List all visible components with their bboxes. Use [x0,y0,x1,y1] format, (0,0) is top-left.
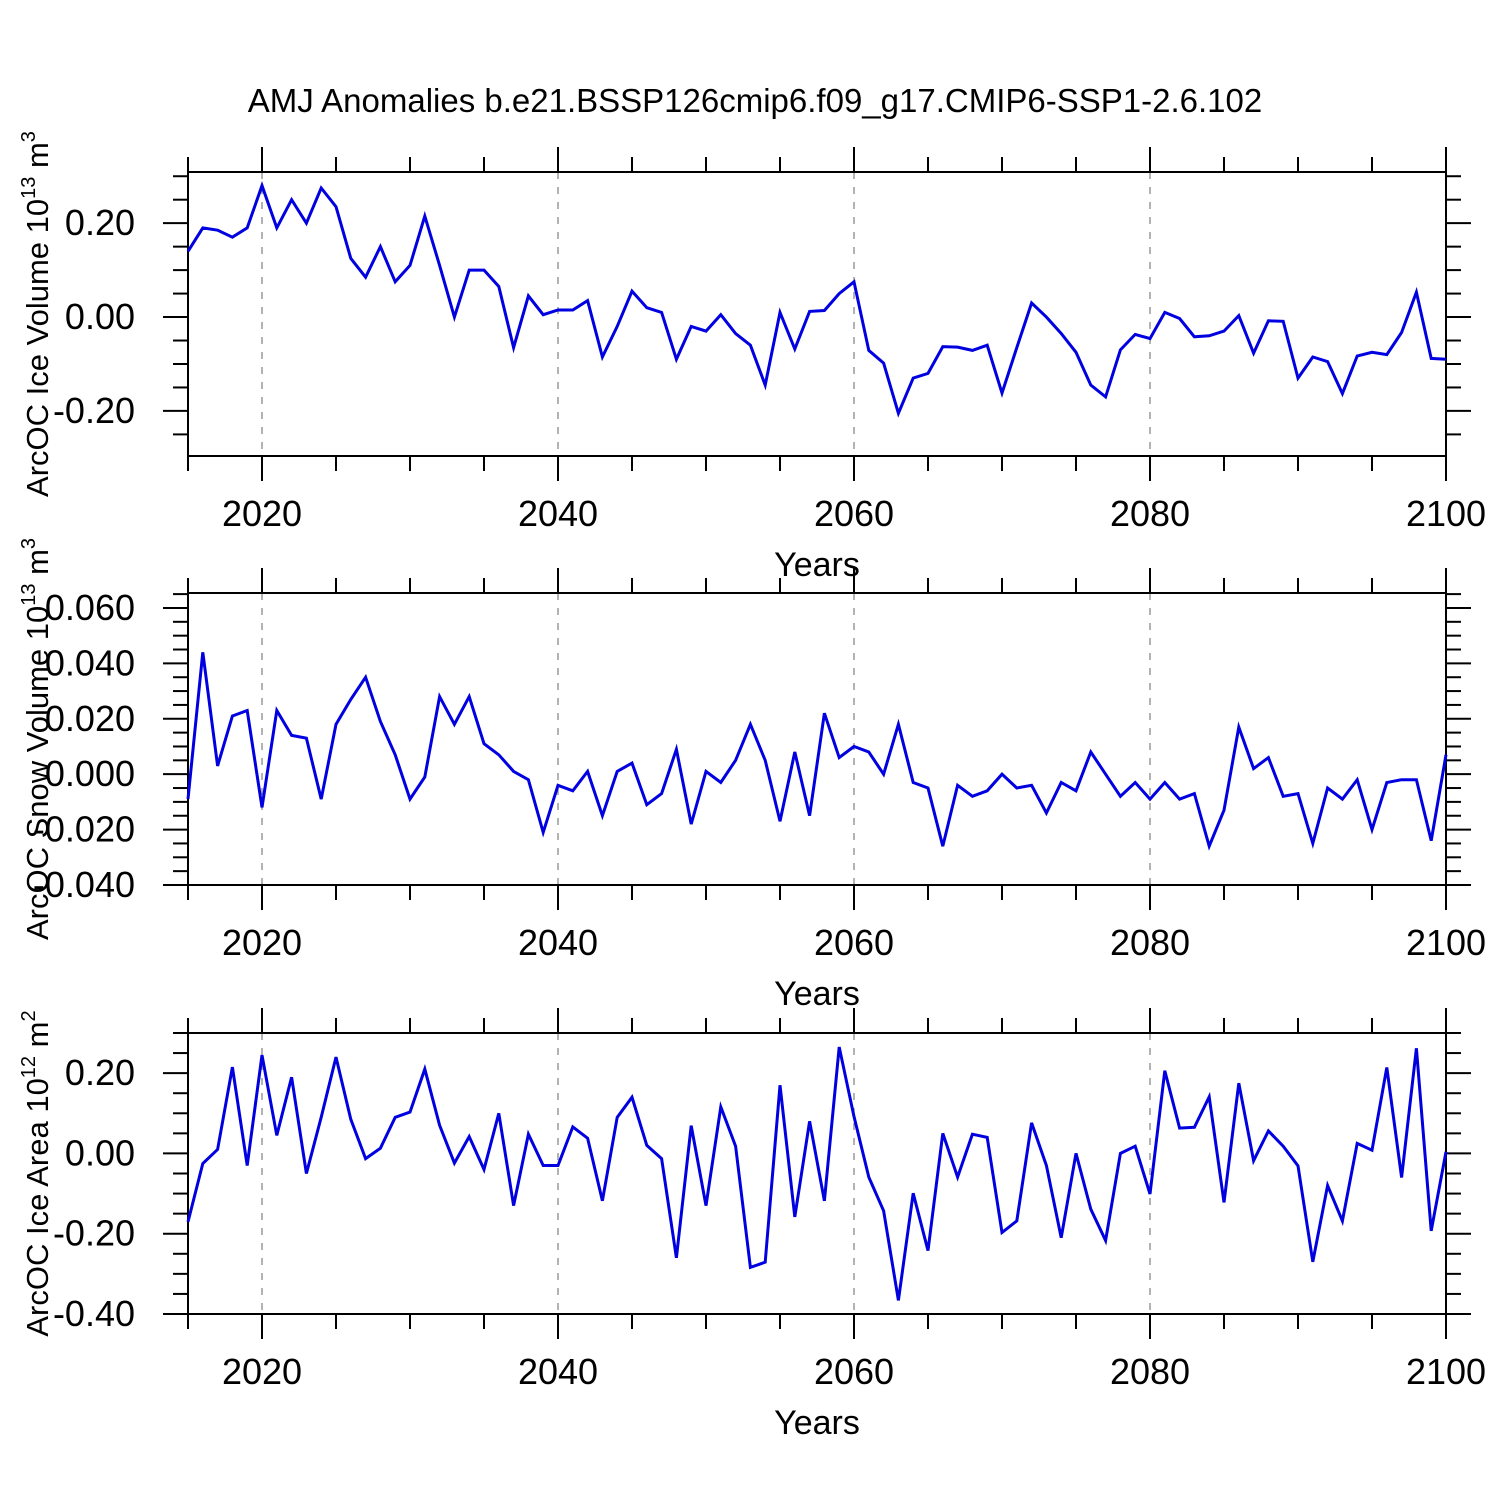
y-tick-label: -0.20 [53,1213,135,1254]
series-line-ice-area [186,1046,1448,1301]
y-tick-label: -0.40 [53,1293,135,1334]
y-axis-title: ArcOC Snow Volume 1013 m3 [18,538,55,940]
x-ticks [187,568,1447,910]
y-tick-label: 0.060 [45,587,135,628]
y-tick-label: 0.20 [65,202,135,243]
x-tick-label-2020: 2020 [222,1351,302,1392]
plot-frame [187,1032,1447,1315]
x-tick-label-2100: 2100 [1406,1351,1486,1392]
x-ticks [187,1008,1447,1339]
x-tick-label-2020: 2020 [222,922,302,963]
y-axis-title: ArcOC Ice Area 1012 m2 [18,1010,55,1336]
x-tick-label-2040: 2040 [518,922,598,963]
x-tick-label-2040: 2040 [518,1351,598,1392]
x-axis-title: Years [774,975,860,1013]
x-axis-title: Years [774,546,860,584]
x-tick-label-2060: 2060 [814,922,894,963]
x-tick-label-2100: 2100 [1406,922,1486,963]
series-line-snow-volume [186,652,1448,851]
x-tick-label-2080: 2080 [1110,1351,1190,1392]
y-tick-label: -0.20 [53,390,135,431]
x-tick-label-2080: 2080 [1110,493,1190,534]
y-tick-label: -0.020 [33,809,135,850]
x-tick-label-2060: 2060 [814,1351,894,1392]
x-ticks [187,147,1447,481]
figure-title: AMJ Anomalies b.e21.BSSP126cmip6.f09_g17… [247,82,1263,119]
series-line-ice-volume [186,181,1447,418]
x-tick-label-2040: 2040 [518,493,598,534]
chart-snow-volume: 2020 2040 2060 2080 2100 Years 0.060 0.040 0.020… [18,538,1486,1013]
y-tick-label: 0.000 [45,753,135,794]
x-tick-label-2060: 2060 [814,493,894,534]
x-tick-label-2020: 2020 [222,493,302,534]
plot-frame [187,592,1447,886]
x-tick-label-2080: 2080 [1110,922,1190,963]
plot-frame [187,171,1447,457]
y-tick-label: 0.020 [45,698,135,739]
y-tick-label: 0.040 [45,642,135,683]
y-tick-label: 0.00 [65,1132,135,1173]
chart-ice-volume: 2020 2040 2060 2080 2100 Years 0.20 0.00 -0.20Ar… [18,131,1486,584]
y-axis-title: ArcOC Ice Volume 1013 m3 [18,131,55,497]
y-tick-label: -0.040 [33,864,135,905]
y-tick-label: 0.00 [65,296,135,337]
x-tick-label-2100: 2100 [1406,493,1486,534]
x-axis-title: Years [774,1404,860,1442]
y-tick-label: 0.20 [65,1052,135,1093]
chart-ice-area: 2020 2040 2060 2080 2100 Years 0.20 0.00 -0.20 -0… [18,1008,1486,1442]
